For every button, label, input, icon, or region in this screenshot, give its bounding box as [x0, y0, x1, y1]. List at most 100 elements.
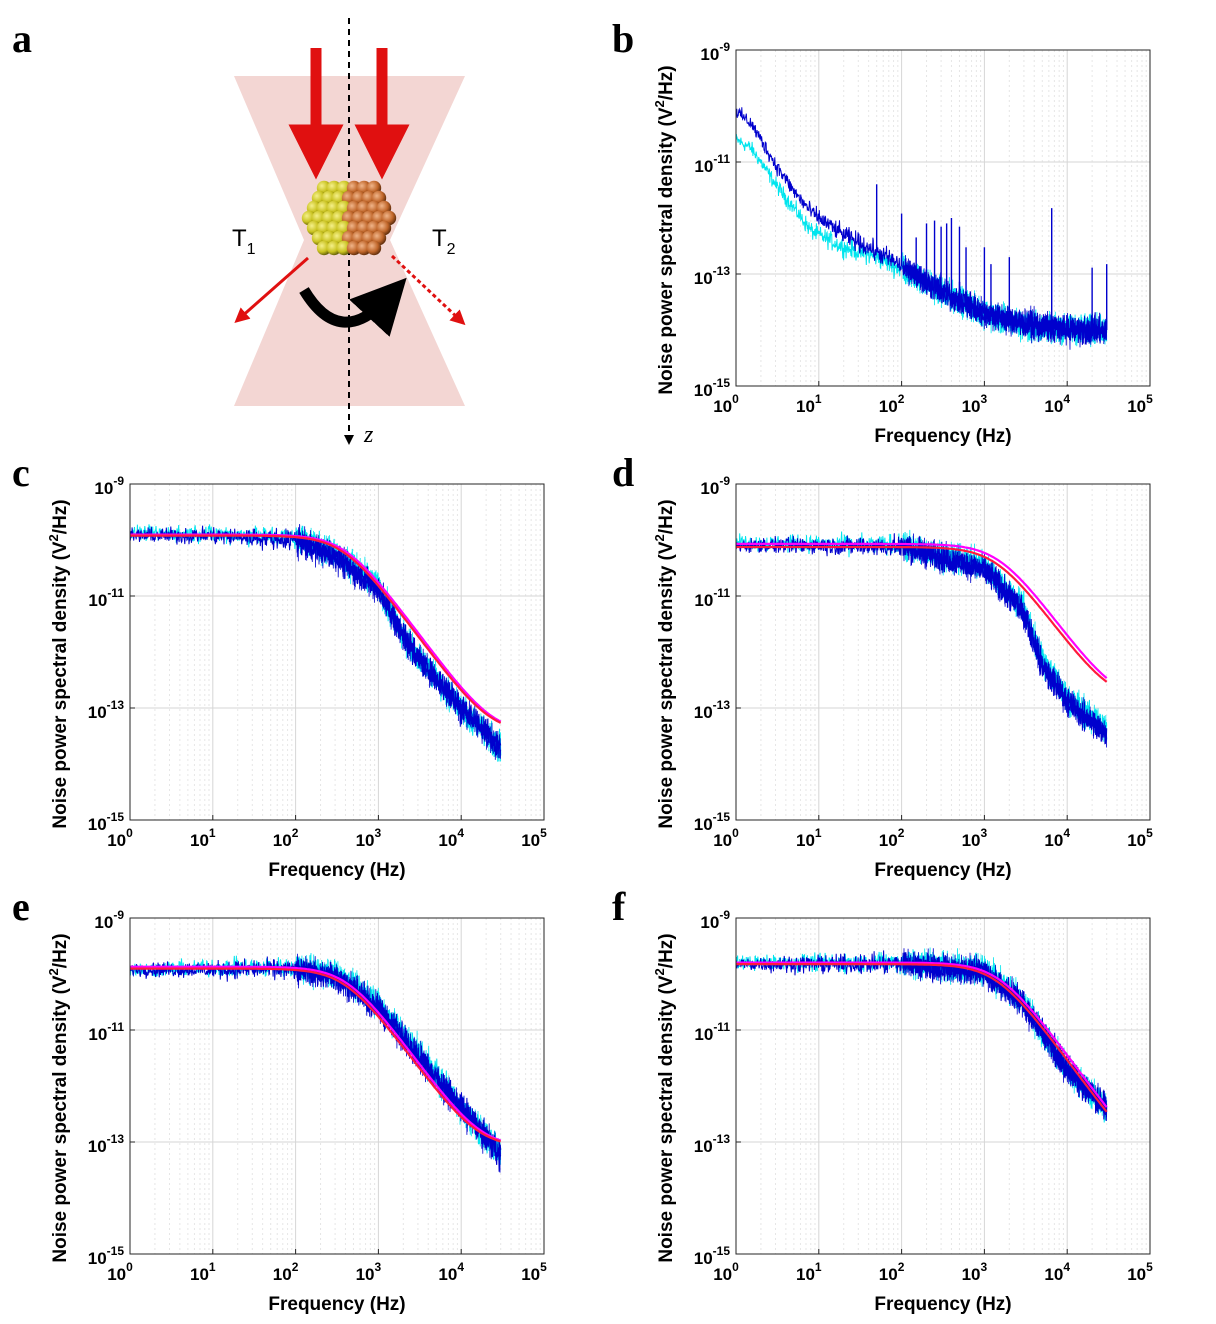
- chart-panel-f: f 100 101 102 103 104 105 10-15 10-13 10-11 10-9 Fr…: [612, 884, 1153, 1315]
- svg-text:T1: T1: [232, 225, 256, 258]
- y-tick-label: 10-15: [694, 376, 731, 400]
- x-axis-label: Frequency (Hz): [268, 1294, 405, 1315]
- panel-letter-c: c: [12, 450, 30, 495]
- x-tick-label: 104: [438, 826, 464, 850]
- x-tick-label: 102: [273, 826, 299, 850]
- plot-series: [130, 952, 502, 1173]
- plot-series: [130, 524, 502, 762]
- particle-bead: [366, 240, 382, 256]
- y-axis-label: Noise power spectral density (V2/Hz): [652, 933, 677, 1262]
- y-tick-label: 10-15: [88, 1244, 125, 1268]
- y-tick-label: 10-15: [694, 1244, 731, 1268]
- series-fit-line: [736, 542, 1108, 679]
- x-tick-label: 105: [1127, 392, 1153, 416]
- scattered-arrow-right-dotted: [390, 254, 466, 326]
- y-tick-label: 10-11: [88, 586, 124, 610]
- chart-panel-e: e 100 101 102 103 104 105 10-15 10-13 10-11 10-9 Fr…: [12, 884, 547, 1315]
- y-tick-label: 10-13: [694, 698, 731, 722]
- y-tick-label: 10-13: [88, 698, 125, 722]
- x-tick-label: 105: [521, 1260, 547, 1284]
- x-tick-label: 102: [879, 1260, 905, 1284]
- temperature-label-t2-sub: 2: [447, 241, 456, 258]
- y-tick-label: 10-9: [94, 908, 124, 932]
- x-tick-label: 105: [1127, 826, 1153, 850]
- x-axis-label: Frequency (Hz): [874, 1294, 1011, 1315]
- particle-bead: [356, 240, 372, 256]
- x-tick-label: 100: [713, 392, 739, 416]
- plot-frame: [735, 483, 1151, 821]
- x-tick-label: 100: [713, 826, 739, 850]
- x-tick-label: 100: [107, 826, 133, 850]
- chart-panel-b: b 100 101 102 103 104 105 10-15 10-13 10-11 10-9 Fr…: [612, 16, 1153, 447]
- janus-particle: [301, 180, 397, 256]
- x-tick-label: 101: [796, 392, 822, 416]
- x-tick-label: 103: [356, 826, 382, 850]
- series-fit-line: [130, 967, 502, 1143]
- chart-panel-c: c 100 101 102 103 104 105 10-15 10-13 10-11 10-9 Fr…: [12, 450, 547, 881]
- x-tick-label: 103: [356, 1260, 382, 1284]
- panel-letter-e: e: [12, 884, 30, 929]
- y-tick-label: 10-15: [694, 810, 731, 834]
- panel-letter-d: d: [612, 450, 634, 495]
- particle-bead: [326, 240, 342, 256]
- x-tick-label: 102: [879, 826, 905, 850]
- series-line: [130, 956, 502, 1172]
- x-tick-label: 100: [107, 1260, 133, 1284]
- temperature-label-t2: T: [432, 225, 447, 252]
- plot-series: [736, 947, 1108, 1123]
- y-axis-label: Noise power spectral density (V2/Hz): [46, 499, 71, 828]
- y-tick-label: 10-9: [94, 474, 124, 498]
- chart-panel-d: d 100 101 102 103 104 105 10-15 10-13 10-11 10-9 Fr…: [612, 450, 1153, 881]
- x-axis-label: Frequency (Hz): [874, 860, 1011, 881]
- plot-frame: [129, 483, 545, 821]
- z-axis-label: z: [363, 422, 374, 448]
- x-tick-label: 103: [962, 392, 988, 416]
- panel-letter-b: b: [612, 16, 634, 61]
- series-fit-line: [130, 965, 502, 1142]
- x-tick-label: 101: [796, 826, 822, 850]
- plot-series: [736, 529, 1108, 748]
- series-fit-line: [736, 963, 1108, 1113]
- particle-bead: [316, 240, 332, 256]
- x-tick-label: 103: [962, 1260, 988, 1284]
- particle-bead: [336, 240, 352, 256]
- plot-series: [736, 107, 1108, 350]
- y-axis-label: Noise power spectral density (V2/Hz): [46, 933, 71, 1262]
- y-axis-label: Noise power spectral density (V2/Hz): [652, 499, 677, 828]
- x-tick-label: 101: [190, 1260, 216, 1284]
- x-tick-label: 105: [521, 826, 547, 850]
- x-tick-label: 102: [879, 392, 905, 416]
- plot-frame: [735, 917, 1151, 1255]
- y-tick-label: 10-13: [694, 264, 731, 288]
- series-fit-line: [736, 961, 1108, 1108]
- diagram-panel-a: a T1 T2 z: [12, 16, 466, 448]
- x-tick-label: 104: [1044, 392, 1070, 416]
- series-fit-line: [130, 534, 502, 724]
- y-tick-label: 10-9: [700, 474, 730, 498]
- plot-frame: [129, 917, 545, 1255]
- x-tick-label: 104: [1044, 1260, 1070, 1284]
- y-tick-label: 10-9: [700, 908, 730, 932]
- x-axis-label: Frequency (Hz): [268, 860, 405, 881]
- y-tick-label: 10-9: [700, 40, 730, 64]
- y-tick-label: 10-11: [694, 152, 730, 176]
- panel-letter-a: a: [12, 16, 32, 61]
- scattered-arrow-left: [234, 256, 309, 323]
- x-tick-label: 101: [796, 1260, 822, 1284]
- series-line: [736, 107, 1108, 345]
- x-tick-label: 102: [273, 1260, 299, 1284]
- plot-frame: [735, 49, 1151, 387]
- panel-letter-f: f: [612, 884, 626, 929]
- y-tick-label: 10-13: [694, 1132, 731, 1156]
- x-tick-label: 101: [190, 826, 216, 850]
- x-tick-label: 100: [713, 1260, 739, 1284]
- x-tick-label: 105: [1127, 1260, 1153, 1284]
- y-tick-label: 10-11: [88, 1020, 124, 1044]
- x-tick-label: 104: [1044, 826, 1070, 850]
- rotation-arrow: [299, 277, 407, 337]
- y-axis-label: Noise power spectral density (V2/Hz): [652, 65, 677, 394]
- particle-bead: [346, 240, 362, 256]
- series-fit-line: [736, 545, 1108, 683]
- y-tick-label: 10-15: [88, 810, 125, 834]
